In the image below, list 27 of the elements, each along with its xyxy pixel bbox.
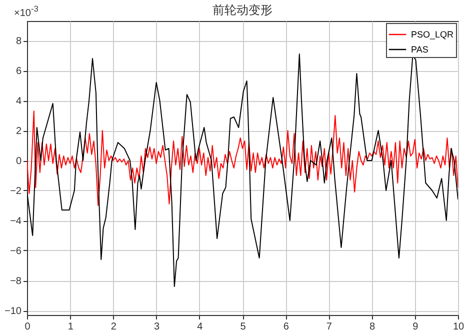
- x-tick-label: 2: [110, 322, 117, 332]
- y-tick-label: 2: [16, 126, 22, 137]
- y-tick-label: 8: [16, 36, 22, 47]
- x-tick-label: 0: [24, 322, 31, 332]
- legend-label: PSO_LQR: [411, 30, 454, 40]
- y-tick-label: 6: [16, 66, 22, 77]
- x-tick-label: 7: [326, 322, 332, 332]
- legend-label: PAS: [411, 44, 428, 54]
- y-tick-label: −10: [4, 306, 22, 317]
- y-tick-label: −4: [10, 216, 22, 227]
- x-tick-label: 4: [197, 322, 204, 332]
- x-tick-label: 10: [452, 322, 464, 332]
- axis-exponent: ×10$^{-3}$: [14, 4, 38, 20]
- y-tick-label: −8: [10, 276, 22, 287]
- x-tick-label: 3: [154, 322, 160, 332]
- x-tick-label: 6: [283, 322, 290, 332]
- x-tick-label: 8: [370, 322, 376, 332]
- y-tick-label: 4: [16, 96, 22, 107]
- chart-title: 前轮动变形: [212, 3, 272, 17]
- y-tick-label: 0: [16, 156, 22, 167]
- x-tick-label: 9: [412, 322, 419, 332]
- y-tick-label: −6: [10, 246, 22, 257]
- x-tick-label: 5: [240, 322, 246, 332]
- x-tick-label: 1: [68, 322, 74, 332]
- line-series: [27, 110, 458, 206]
- y-tick-label: −2: [10, 186, 22, 197]
- line-series: [27, 54, 458, 287]
